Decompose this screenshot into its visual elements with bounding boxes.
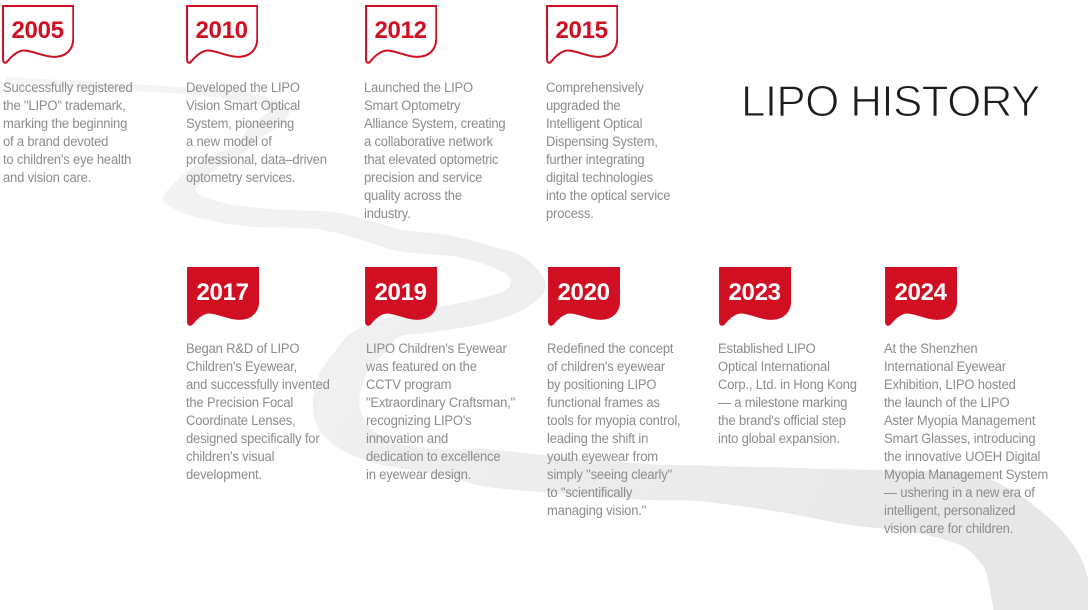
svg-text:2019: 2019 (374, 278, 426, 305)
svg-text:2015: 2015 (555, 17, 607, 44)
svg-text:2005: 2005 (12, 17, 64, 44)
svg-text:2020: 2020 (557, 278, 609, 305)
svg-text:2012: 2012 (374, 17, 426, 44)
svg-text:2010: 2010 (195, 17, 247, 44)
svg-text:2017: 2017 (196, 278, 248, 305)
svg-text:2024: 2024 (894, 278, 947, 305)
svg-text:2023: 2023 (729, 278, 781, 305)
